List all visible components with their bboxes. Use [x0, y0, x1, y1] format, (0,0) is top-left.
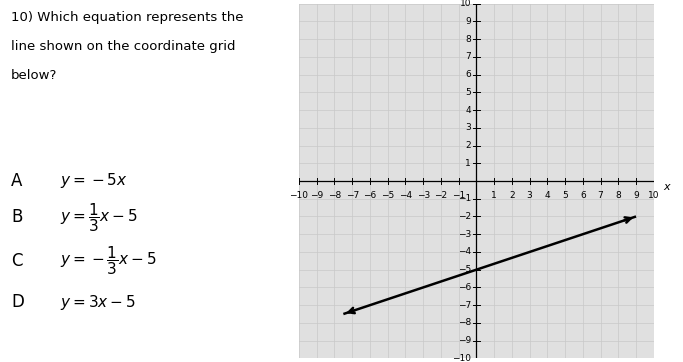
- Text: −2: −2: [434, 191, 447, 200]
- Text: $y = \dfrac{1}{3}x - 5$: $y = \dfrac{1}{3}x - 5$: [60, 201, 138, 233]
- Text: 5: 5: [465, 88, 471, 97]
- Text: 9: 9: [465, 17, 471, 26]
- Text: −9: −9: [458, 336, 471, 345]
- Text: $y = 3x - 5$: $y = 3x - 5$: [60, 293, 136, 312]
- Text: D: D: [11, 293, 24, 311]
- Text: 3: 3: [465, 123, 471, 132]
- Text: below?: below?: [11, 69, 57, 82]
- Text: 6: 6: [465, 70, 471, 79]
- Text: −3: −3: [417, 191, 430, 200]
- Text: 7: 7: [598, 191, 604, 200]
- Text: −7: −7: [458, 301, 471, 310]
- Text: 4: 4: [544, 191, 550, 200]
- Text: −7: −7: [346, 191, 359, 200]
- Text: −6: −6: [363, 191, 376, 200]
- Text: 7: 7: [465, 52, 471, 61]
- Text: −8: −8: [328, 191, 341, 200]
- Text: 3: 3: [527, 191, 533, 200]
- Text: C: C: [11, 252, 23, 270]
- Text: 1: 1: [491, 191, 497, 200]
- Text: −3: −3: [458, 230, 471, 239]
- Text: −6: −6: [458, 283, 471, 292]
- Text: $y = -\dfrac{1}{3}x - 5$: $y = -\dfrac{1}{3}x - 5$: [60, 244, 156, 277]
- Text: −4: −4: [399, 191, 412, 200]
- Text: −9: −9: [310, 191, 323, 200]
- Text: 10: 10: [648, 191, 660, 200]
- Text: −10: −10: [290, 191, 309, 200]
- Text: 8: 8: [465, 35, 471, 43]
- Text: x: x: [663, 182, 669, 192]
- Text: 9: 9: [633, 191, 639, 200]
- Text: 8: 8: [615, 191, 621, 200]
- Text: −5: −5: [458, 265, 471, 274]
- Text: −5: −5: [381, 191, 394, 200]
- Text: −1: −1: [452, 191, 465, 200]
- Text: −4: −4: [458, 248, 471, 256]
- Text: −8: −8: [458, 319, 471, 327]
- Text: B: B: [11, 208, 23, 226]
- Text: 4: 4: [465, 106, 471, 114]
- Text: −10: −10: [452, 354, 471, 362]
- Text: 1: 1: [465, 159, 471, 168]
- Text: A: A: [11, 172, 23, 190]
- Text: 10) Which equation represents the: 10) Which equation represents the: [11, 11, 243, 24]
- Text: 6: 6: [580, 191, 586, 200]
- Text: 2: 2: [465, 141, 471, 150]
- Text: line shown on the coordinate grid: line shown on the coordinate grid: [11, 40, 236, 53]
- Text: 10: 10: [460, 0, 471, 8]
- Text: 2: 2: [509, 191, 515, 200]
- Text: −2: −2: [458, 212, 471, 221]
- Text: −1: −1: [458, 194, 471, 203]
- Text: 5: 5: [562, 191, 568, 200]
- Text: $y = -5x$: $y = -5x$: [60, 172, 128, 190]
